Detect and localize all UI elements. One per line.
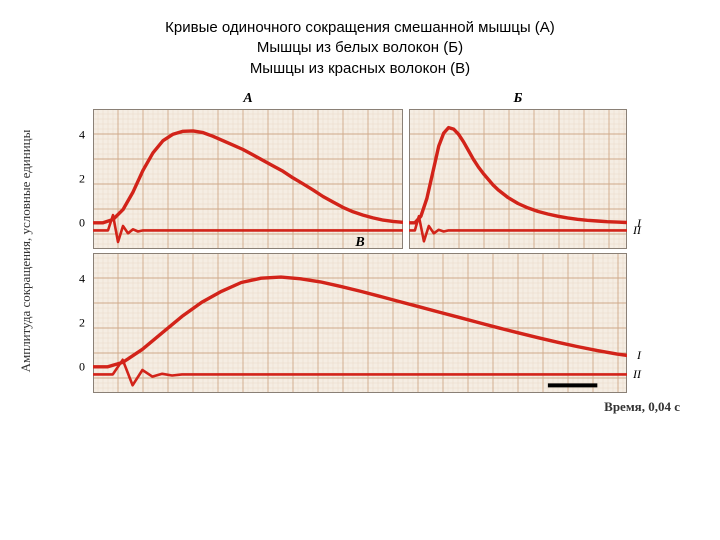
chart-svg: [93, 109, 403, 249]
y-tick: 4: [79, 272, 85, 287]
y-axis-label: Амплитуда сокращения, условные единицы: [18, 129, 34, 372]
y-tick: 4: [79, 128, 85, 143]
panel-label-a: А: [243, 91, 252, 107]
chart-panel-b: Б III: [409, 109, 627, 249]
title-line: Мышцы из красных волокон (В): [30, 59, 690, 79]
y-tick: 2: [79, 171, 85, 186]
y-tick: 0: [79, 359, 85, 374]
y-tick: 0: [79, 215, 85, 230]
chart-svg: [93, 253, 627, 393]
title-line: Мышцы из белых волокон (Б): [30, 38, 690, 58]
x-axis-label: Время, 0,04 с: [604, 399, 680, 415]
panel-label-b: Б: [514, 91, 523, 107]
curve-marker-ii: II: [633, 223, 641, 238]
panel-label-v: В: [355, 235, 364, 251]
curve-marker-i: I: [637, 348, 641, 363]
title-line: Кривые одиночного сокращения смешанной м…: [30, 18, 690, 38]
chart-panel-a: А III024: [93, 109, 403, 249]
bottom-row: В III024: [30, 253, 690, 393]
chart-area: Амплитуда сокращения, условные единицы А…: [30, 109, 690, 393]
curve-marker-ii: II: [633, 367, 641, 382]
top-row: А III024 Б III: [30, 109, 690, 249]
chart-panel-v: В III024: [93, 253, 627, 393]
y-tick: 2: [79, 315, 85, 330]
chart-svg: [409, 109, 627, 249]
page-title: Кривые одиночного сокращения смешанной м…: [30, 18, 690, 79]
